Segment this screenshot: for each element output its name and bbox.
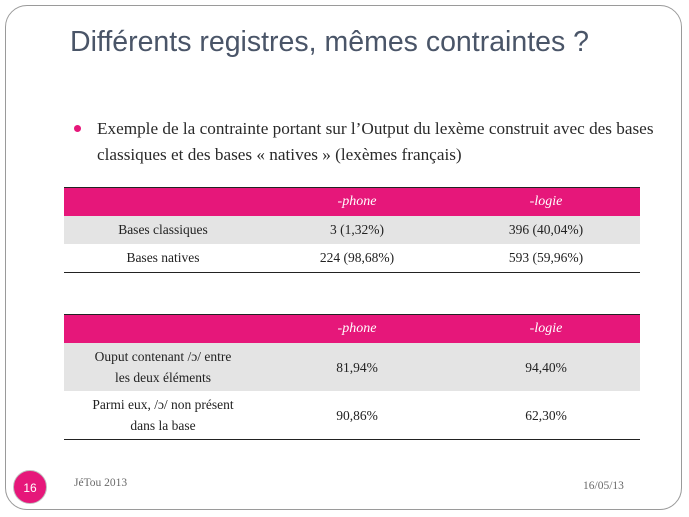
row-label: Bases natives [64,244,262,273]
cell-phone: 224 (98,68%) [262,244,452,273]
table-header-row: -phone -logie [64,187,640,216]
cell-logie: 94,40% [452,343,640,391]
header-cell-phone: -phone [262,187,452,216]
table-output: -phone -logie Ouput contenant /ɔ/ entre … [64,314,640,440]
cell-phone: 3 (1,32%) [262,216,452,244]
table-header-row: -phone -logie [64,314,640,343]
cell-logie: 396 (40,04%) [452,216,640,244]
table-bases: -phone -logie Bases classiques 3 (1,32%)… [64,187,640,273]
table-row: Bases natives 224 (98,68%) 593 (59,96%) [64,244,640,273]
bullet-dot-icon [74,125,81,132]
bullet-text: Exemple de la contrainte portant sur l’O… [97,119,654,164]
footer-date: 16/05/13 [583,480,624,492]
cell-phone: 81,94% [262,343,452,391]
footer-event: JéTou 2013 [74,477,128,489]
header-cell-logie: -logie [452,314,640,343]
slide-number-badge: 16 [13,470,47,504]
table-row: Parmi eux, /ɔ/ non présent dans la base … [64,391,640,440]
table-row: Bases classiques 3 (1,32%) 396 (40,04%) [64,216,640,244]
header-cell-phone: -phone [262,314,452,343]
row-label: Ouput contenant /ɔ/ entre les deux éléme… [64,343,262,391]
cell-logie: 62,30% [452,391,640,440]
cell-phone: 90,86% [262,391,452,440]
header-cell [64,314,262,343]
row-label: Bases classiques [64,216,262,244]
table-row: Ouput contenant /ɔ/ entre les deux éléme… [64,343,640,391]
header-cell [64,187,262,216]
header-cell-logie: -logie [452,187,640,216]
slide-title: Différents registres, mêmes contraintes … [70,26,590,58]
cell-logie: 593 (59,96%) [452,244,640,273]
row-label: Parmi eux, /ɔ/ non présent dans la base [64,391,262,440]
